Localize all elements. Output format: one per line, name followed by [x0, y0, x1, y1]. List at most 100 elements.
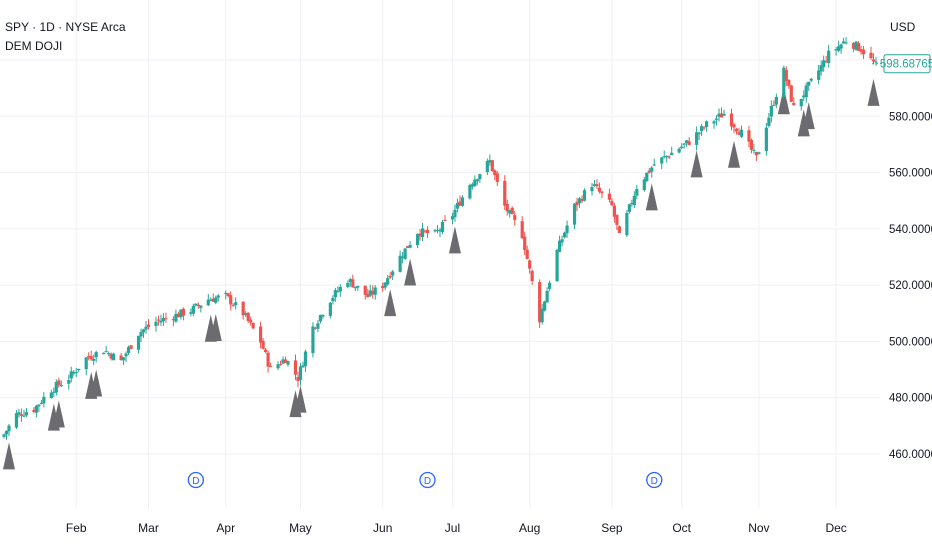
- candle-body: [316, 323, 320, 329]
- candle-body: [470, 184, 474, 187]
- candle-body: [24, 412, 29, 416]
- candle-body: [869, 52, 873, 59]
- dividend-badge[interactable]: [419, 471, 436, 489]
- candle-body: [632, 195, 636, 206]
- candle-body: [592, 184, 597, 187]
- candle-body: [458, 201, 462, 206]
- candle-body: [662, 156, 666, 158]
- candle-body: [453, 209, 457, 218]
- candle-body: [493, 170, 497, 176]
- indicator-legend[interactable]: DEM DOJI: [5, 39, 63, 53]
- candle-body: [22, 415, 26, 417]
- candle-body: [520, 221, 524, 239]
- candle-body: [625, 212, 629, 236]
- y-tick-label: 480.00000: [889, 393, 932, 405]
- candle-body: [612, 205, 616, 217]
- candle-body: [665, 155, 669, 158]
- last-price-label: 598.68765: [872, 54, 932, 74]
- candle-body: [420, 228, 425, 238]
- dividend-badge[interactable]: [187, 471, 204, 489]
- candle-body: [734, 128, 739, 132]
- x-tick-label: May: [289, 521, 312, 535]
- candle-body: [136, 335, 141, 350]
- candle-body: [513, 215, 517, 220]
- candle-body: [861, 49, 866, 55]
- time-axis[interactable]: Feb Mar Apr May Jun Jul Aug Sep Oct Nov Dec: [66, 521, 847, 535]
- candle-body: [607, 193, 612, 200]
- candle-body: [181, 308, 185, 316]
- candle-body: [7, 425, 11, 432]
- grid: [0, 0, 880, 508]
- doji-marker: [52, 400, 65, 428]
- candle-body: [346, 283, 350, 287]
- candle-body: [296, 376, 300, 382]
- candle-body: [682, 143, 686, 145]
- dividend-badge[interactable]: [646, 471, 663, 489]
- candle-body: [737, 132, 741, 135]
- candle-body: [261, 340, 265, 349]
- doji-marker: [90, 369, 103, 397]
- y-tick-label: 520.00000: [889, 280, 932, 292]
- candle-body: [837, 46, 841, 51]
- candle-body: [719, 113, 724, 118]
- candle-body: [503, 180, 507, 206]
- candle-body: [363, 285, 367, 295]
- candle-body: [767, 117, 771, 126]
- candle-body: [373, 287, 377, 295]
- x-tick-label: Feb: [66, 521, 87, 535]
- candle-body: [102, 352, 106, 355]
- candle-body: [293, 360, 298, 375]
- candle-body: [415, 233, 420, 246]
- candle-body: [234, 302, 238, 306]
- doji-marker: [448, 226, 461, 254]
- candle-body: [104, 351, 108, 353]
- doji-marker: [777, 87, 790, 115]
- candle-body: [176, 313, 180, 318]
- candle-body: [229, 295, 233, 305]
- candle-body: [159, 320, 163, 323]
- candle-body: [77, 368, 81, 371]
- candle-body: [189, 312, 193, 314]
- candle-body: [72, 371, 76, 374]
- candle-body: [842, 41, 846, 44]
- candle-body: [34, 405, 38, 413]
- candle-body: [757, 152, 761, 155]
- candle-body: [433, 230, 437, 232]
- candle-body: [403, 248, 407, 259]
- candle-body: [39, 402, 43, 404]
- candle-body: [353, 286, 357, 289]
- price-axis[interactable]: 460.00000 480.00000 500.00000 520.00000 540.…: [889, 111, 932, 461]
- candle-body: [109, 353, 113, 359]
- candle-body: [687, 141, 691, 145]
- candle-body: [398, 255, 402, 272]
- candle-body: [784, 69, 788, 82]
- candle-body: [251, 322, 255, 329]
- candle-body: [388, 276, 392, 278]
- candle-body: [510, 207, 514, 215]
- candle-body: [196, 304, 200, 306]
- last-price-value: 598.68765: [880, 59, 932, 71]
- candle-body: [540, 308, 544, 323]
- candle-body: [802, 95, 806, 98]
- candle-body: [450, 216, 455, 220]
- candle-body: [525, 249, 529, 259]
- doji-marker: [867, 78, 880, 106]
- x-tick-label: Aug: [519, 521, 540, 535]
- candle-body: [59, 384, 63, 387]
- candle-body: [844, 42, 848, 44]
- candle-body: [199, 305, 203, 308]
- y-tick-label: 580.00000: [889, 111, 932, 123]
- candle-body: [582, 190, 587, 201]
- candle-body: [590, 187, 594, 192]
- candle-body: [139, 331, 143, 337]
- candle-body: [824, 60, 828, 62]
- symbol-legend[interactable]: SPY · 1D · NYSE Arca: [5, 20, 126, 34]
- candle-body: [871, 59, 876, 62]
- candle-body: [331, 298, 335, 302]
- candle-body: [443, 219, 447, 221]
- candle-body: [179, 309, 183, 318]
- currency-label[interactable]: USD: [890, 20, 916, 34]
